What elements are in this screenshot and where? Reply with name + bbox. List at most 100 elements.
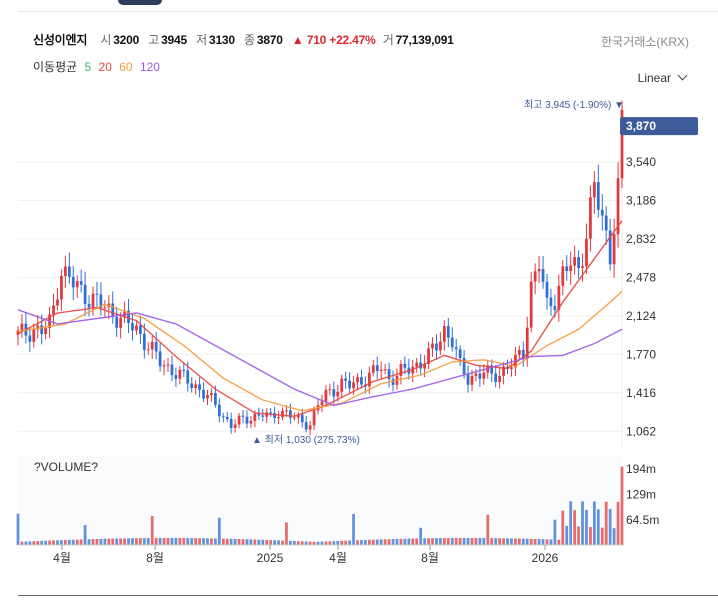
volume-bar-153 bbox=[620, 466, 624, 545]
volume-bar-145 bbox=[589, 527, 592, 545]
volume-bar-81 bbox=[336, 540, 340, 545]
candle-body-91 bbox=[375, 365, 379, 371]
ma-120-label[interactable]: 120 bbox=[139, 60, 160, 74]
volume-bar-41 bbox=[178, 537, 182, 545]
candle-body-75 bbox=[312, 410, 316, 426]
candle-body-15 bbox=[75, 281, 79, 288]
volume-bar-94 bbox=[387, 539, 391, 545]
x-tick-label-5: 2026 bbox=[532, 551, 559, 565]
candle-body-106 bbox=[435, 343, 438, 351]
volume-bar-106 bbox=[435, 538, 438, 545]
volume-bar-33 bbox=[146, 538, 150, 545]
candle-body-20 bbox=[95, 293, 99, 295]
volume-bar-2 bbox=[24, 541, 28, 545]
candle-body-114 bbox=[466, 374, 470, 385]
volume-bar-132 bbox=[537, 539, 541, 545]
candle-body-148 bbox=[600, 209, 604, 216]
open-label: 시 bbox=[100, 33, 112, 47]
volume-bar-63 bbox=[265, 539, 269, 545]
candle-body-36 bbox=[158, 351, 162, 367]
volume-bar-13 bbox=[67, 539, 71, 545]
candle-body-104 bbox=[427, 348, 430, 364]
candle-body-54 bbox=[229, 419, 233, 428]
candle-body-47 bbox=[202, 389, 205, 399]
candle-body-77 bbox=[320, 401, 324, 406]
ma-20-line bbox=[17, 220, 623, 418]
candle-body-115 bbox=[470, 376, 474, 385]
volume-bar-59 bbox=[249, 539, 253, 545]
volume-bar-38 bbox=[166, 537, 170, 545]
volume-bar-96 bbox=[395, 538, 399, 545]
y-tick-label-7: 1,062 bbox=[626, 424, 656, 438]
volume-background bbox=[18, 455, 622, 545]
candle-body-79 bbox=[328, 389, 332, 391]
volume-bar-143 bbox=[581, 501, 584, 545]
volume-bar-114 bbox=[466, 537, 470, 545]
candle-body-72 bbox=[300, 414, 304, 423]
candle-body-145 bbox=[589, 197, 592, 239]
chart-annotations: 최고 3,945 (-1.90%) ▼ ▲ 최저 1,030 (275.73%) bbox=[252, 99, 624, 446]
volume-bar-39 bbox=[170, 537, 174, 545]
candle-body-92 bbox=[379, 369, 383, 371]
candle-body-86 bbox=[356, 377, 359, 383]
volume-bar-73 bbox=[304, 541, 308, 545]
candle-body-38 bbox=[166, 364, 170, 366]
price-header: 신성이엔지 시 3200 고 3945 저 3130 종 3870 ▲ 710 +22.… bbox=[33, 31, 460, 48]
volume-bar-142 bbox=[577, 526, 580, 545]
volume-bar-43 bbox=[186, 538, 190, 545]
scale-mode-dropdown[interactable]: Linear bbox=[637, 70, 688, 85]
volume-bar-87 bbox=[360, 540, 363, 545]
volume-bar-128 bbox=[521, 538, 525, 545]
volume-bar-105 bbox=[431, 538, 434, 545]
candle-body-101 bbox=[415, 362, 419, 367]
candle-body-28 bbox=[127, 310, 130, 324]
candle-body-116 bbox=[474, 373, 478, 377]
candles bbox=[16, 100, 624, 436]
volume-bar-5 bbox=[36, 541, 40, 545]
candle-body-18 bbox=[87, 303, 91, 308]
candle-body-149 bbox=[604, 215, 608, 231]
candle-body-134 bbox=[545, 281, 549, 298]
volume-bar-79 bbox=[328, 541, 332, 545]
volume-bar-88 bbox=[364, 539, 367, 545]
volume-bar-52 bbox=[221, 538, 225, 545]
volume-bar-10 bbox=[56, 540, 59, 545]
volume-bar-82 bbox=[340, 540, 344, 545]
change-value: ▲ 710 +22.47% bbox=[291, 33, 376, 47]
y-tick-label-6: 1,416 bbox=[626, 386, 656, 400]
candle-body-64 bbox=[269, 412, 273, 414]
volume-bar-66 bbox=[277, 540, 280, 545]
candle-body-109 bbox=[446, 326, 450, 338]
active-tab-indicator[interactable] bbox=[118, 0, 162, 5]
volume-bar-99 bbox=[407, 538, 411, 545]
volume-bar-45 bbox=[194, 538, 198, 545]
candle-body-45 bbox=[194, 384, 198, 388]
candle-body-10 bbox=[56, 299, 59, 306]
candle-body-58 bbox=[245, 416, 249, 424]
volume-label: 거 bbox=[382, 33, 394, 47]
candle-body-85 bbox=[352, 382, 355, 389]
volume-bar-55 bbox=[233, 538, 237, 545]
candle-body-136 bbox=[553, 306, 557, 311]
y-tick-label-0: 3,540 bbox=[626, 155, 656, 169]
ma-60-label[interactable]: 60 bbox=[119, 60, 133, 74]
volume-bar-21 bbox=[99, 538, 103, 545]
volume-bar-7 bbox=[44, 540, 48, 545]
candle-body-81 bbox=[336, 391, 340, 397]
candle-body-66 bbox=[277, 417, 280, 419]
volume-bar-29 bbox=[131, 538, 134, 545]
candle-body-152 bbox=[616, 178, 620, 235]
ma-20-label[interactable]: 20 bbox=[98, 60, 112, 74]
volume-bar-69 bbox=[289, 540, 292, 545]
scale-mode-label: Linear bbox=[637, 71, 671, 85]
candle-body-107 bbox=[439, 341, 442, 351]
volume-bar-46 bbox=[198, 538, 201, 545]
ma-5-label[interactable]: 5 bbox=[84, 60, 92, 74]
x-tick-label-4: 8월 bbox=[421, 551, 439, 565]
volume-bar-108 bbox=[442, 538, 446, 545]
candle-body-48 bbox=[206, 395, 209, 399]
volume-bar-98 bbox=[403, 538, 407, 545]
candle-body-26 bbox=[119, 317, 123, 328]
volume-bar-148 bbox=[600, 527, 604, 545]
